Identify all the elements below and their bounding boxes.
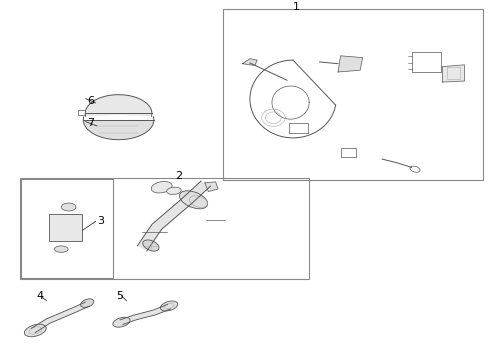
Bar xyxy=(341,148,356,157)
Ellipse shape xyxy=(54,246,68,252)
Polygon shape xyxy=(31,302,89,333)
Ellipse shape xyxy=(160,301,178,311)
Text: 3: 3 xyxy=(97,216,104,226)
Text: 1: 1 xyxy=(293,2,300,12)
Text: 5: 5 xyxy=(117,291,123,301)
Ellipse shape xyxy=(167,187,181,194)
Text: 4: 4 xyxy=(37,291,44,301)
Polygon shape xyxy=(137,181,211,251)
Bar xyxy=(412,52,441,72)
Text: 2: 2 xyxy=(175,171,182,181)
Bar xyxy=(447,67,460,79)
Bar xyxy=(49,214,82,241)
Polygon shape xyxy=(85,95,152,116)
Bar xyxy=(223,9,483,180)
Text: 6: 6 xyxy=(87,96,94,106)
Polygon shape xyxy=(442,65,465,82)
Polygon shape xyxy=(205,182,218,192)
Ellipse shape xyxy=(179,191,208,209)
Ellipse shape xyxy=(113,317,130,327)
Ellipse shape xyxy=(151,181,172,193)
Ellipse shape xyxy=(61,203,76,211)
Text: 7: 7 xyxy=(87,118,94,128)
Polygon shape xyxy=(338,56,363,72)
Ellipse shape xyxy=(80,299,94,307)
Bar xyxy=(21,179,113,278)
Polygon shape xyxy=(243,59,257,66)
Ellipse shape xyxy=(24,324,46,337)
Polygon shape xyxy=(83,117,154,140)
Ellipse shape xyxy=(143,240,159,251)
Bar xyxy=(20,178,309,279)
Polygon shape xyxy=(120,305,171,324)
Bar xyxy=(289,123,308,133)
